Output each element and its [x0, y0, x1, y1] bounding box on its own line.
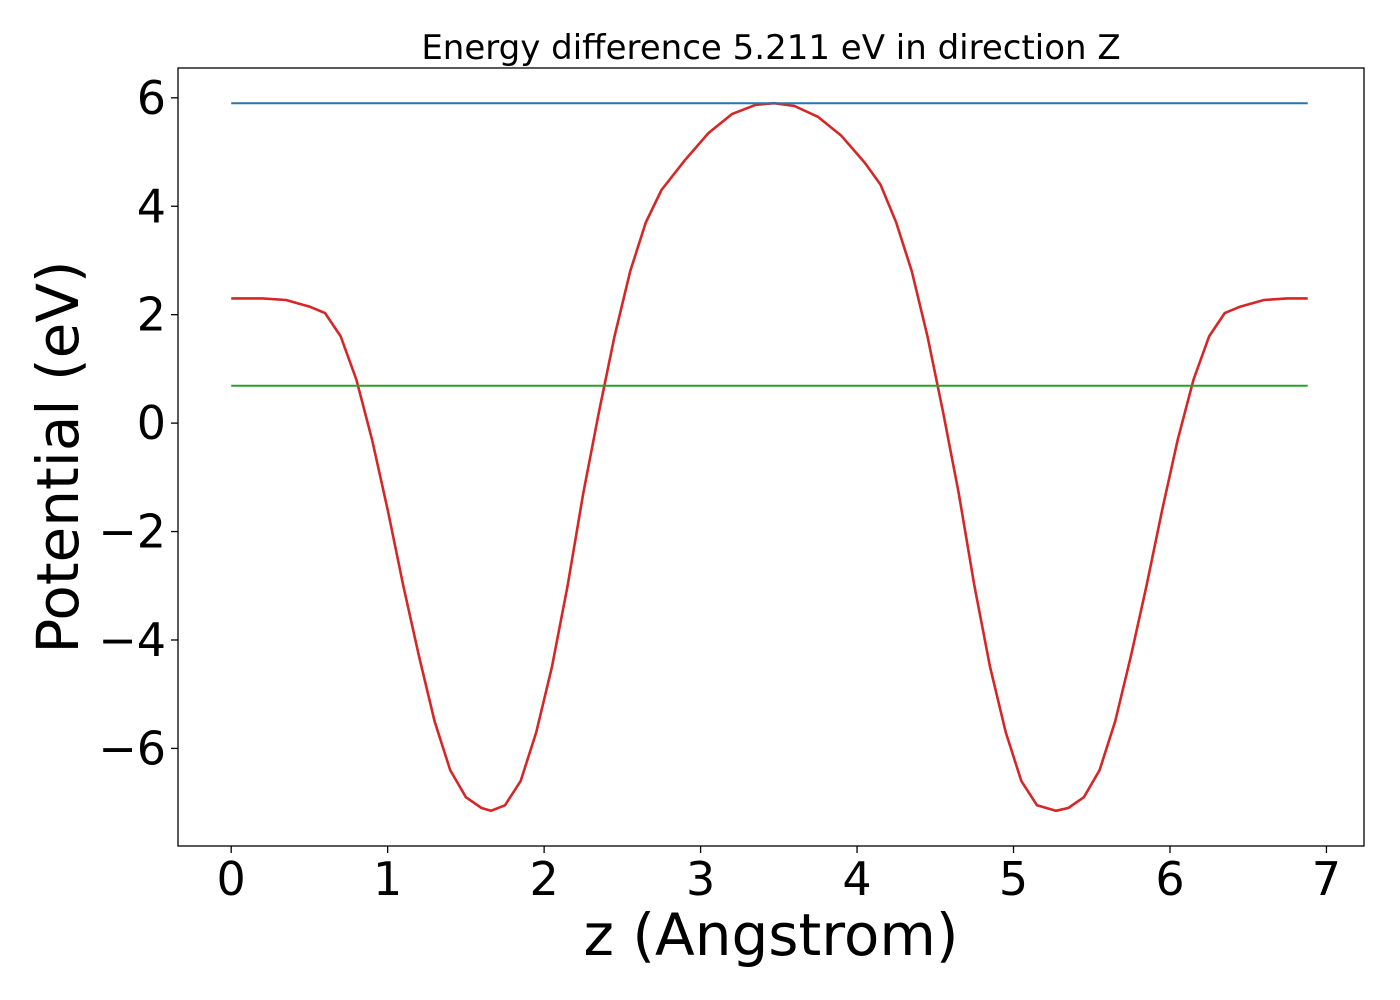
series-layer	[231, 101, 1308, 813]
x-tick-label: 6	[1155, 852, 1184, 906]
y-axis-title: Potential (eV)	[24, 260, 92, 653]
x-tick-label: 7	[1312, 852, 1341, 906]
series-line-0	[231, 101, 1308, 813]
y-tick-label: −6	[98, 721, 166, 775]
y-tick-label: −4	[98, 613, 166, 667]
x-tick-label: 3	[686, 852, 715, 906]
x-tick-label: 1	[373, 852, 402, 906]
x-tick-label: 5	[999, 852, 1028, 906]
x-tick-label: 2	[529, 852, 558, 906]
y-tick-label: 4	[137, 179, 166, 233]
y-tick-label: −2	[98, 505, 166, 559]
x-axis-title: z (Angstrom)	[584, 901, 959, 969]
y-tick-label: 2	[137, 288, 166, 342]
plot-area-frame	[177, 67, 1365, 847]
x-tick-label: 4	[842, 852, 871, 906]
chart-title: Energy difference 5.211 eV in direction …	[421, 28, 1120, 68]
x-tick-label: 0	[217, 852, 246, 906]
x-axis-ticks: 0 1 2 3 4 5 6 7	[217, 846, 1341, 906]
y-axis-ticks: 6 4 2 0 −2 −4 −6	[98, 71, 178, 775]
y-tick-label: 6	[137, 71, 166, 125]
y-tick-label: 0	[137, 396, 166, 450]
